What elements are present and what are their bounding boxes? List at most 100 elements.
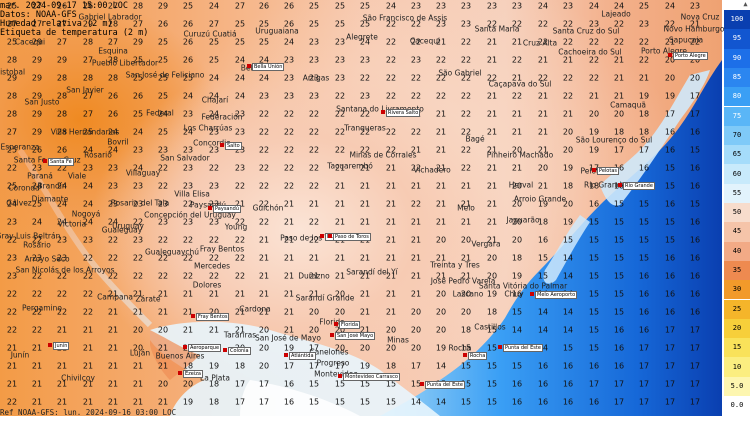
station-marker[interactable]	[381, 110, 385, 114]
city-label: Young	[224, 222, 248, 232]
colorbar-step: 55	[724, 183, 750, 203]
station-marker[interactable]	[330, 333, 334, 337]
city-label: Diamante	[31, 194, 69, 204]
station-label[interactable]: San José Mayo	[335, 332, 376, 340]
humidity-overlay	[17, 60, 722, 416]
station-marker[interactable]	[338, 374, 342, 378]
station-marker[interactable]	[498, 345, 502, 349]
temperature-label: 24	[588, 1, 600, 11]
temperature-label: 20	[486, 271, 498, 281]
city-label: São Francisco de Assis	[362, 13, 448, 23]
station-marker[interactable]	[420, 382, 424, 386]
station-label[interactable]: Rivera Salto	[386, 109, 421, 117]
station-label[interactable]: Porto Alegre	[673, 52, 708, 60]
temperature-label: 21	[664, 37, 676, 47]
city-label: Zárate	[135, 294, 161, 304]
temperature-label: 14	[410, 397, 422, 407]
temperature-label: 24	[107, 145, 119, 155]
station-label[interactable]: Pelotas	[597, 167, 619, 175]
city-label: Rosario del Tala	[110, 198, 170, 208]
station-label[interactable]: Rocha	[468, 352, 488, 360]
temperature-label: 21	[486, 163, 498, 173]
station-label[interactable]: Ezeiza	[183, 370, 203, 378]
station-marker[interactable]	[43, 159, 47, 163]
temperature-label: 23	[334, 73, 346, 83]
temperature-label: 21	[283, 271, 295, 281]
humidity-map[interactable]	[0, 0, 722, 416]
temperature-label: 17	[258, 379, 270, 389]
temperature-label: 20	[132, 325, 144, 335]
temperature-label: 19	[537, 199, 549, 209]
station-marker[interactable]	[530, 292, 534, 296]
temperature-label: 22	[334, 91, 346, 101]
city-label: San Justo	[24, 97, 60, 107]
city-label: San Salvador	[160, 153, 210, 163]
temperature-label: 14	[562, 307, 574, 317]
temperature-label: 25	[359, 1, 371, 11]
station-marker[interactable]	[592, 168, 596, 172]
station-marker[interactable]	[668, 53, 672, 57]
station-label[interactable]: Paysandú	[213, 205, 241, 213]
station-marker[interactable]	[191, 314, 195, 318]
station-marker[interactable]	[463, 353, 467, 357]
station-marker[interactable]	[334, 322, 338, 326]
station-marker[interactable]	[178, 371, 182, 375]
temperature-label: 25	[82, 127, 94, 137]
station-label[interactable]: Junín	[53, 342, 70, 350]
station-label[interactable]: Florida	[339, 321, 361, 329]
station-label[interactable]: Bella Unión	[252, 63, 285, 71]
temperature-label: 21	[638, 73, 650, 83]
temperature-label: 16	[638, 325, 650, 335]
station-marker[interactable]	[284, 353, 288, 357]
station-label[interactable]: Atlántida	[289, 352, 316, 360]
station-marker[interactable]	[320, 234, 324, 238]
station-marker[interactable]	[223, 348, 227, 352]
temperature-label: 23	[182, 181, 194, 191]
temperature-label: 24	[385, 1, 397, 11]
temperature-label: 24	[82, 181, 94, 191]
temperature-label: 22	[56, 163, 68, 173]
city-label: Pueblo Libertador	[91, 58, 159, 68]
station-marker[interactable]	[328, 234, 332, 238]
station-label[interactable]: Montevideo Carrasco	[343, 373, 400, 381]
temperature-label: 26	[107, 91, 119, 101]
station-label[interactable]: Aeroparque	[188, 344, 222, 352]
station-label[interactable]: Santa Fé	[48, 158, 74, 166]
station-marker[interactable]	[220, 143, 224, 147]
station-label[interactable]: Salto	[225, 142, 242, 150]
temperature-label: 16	[638, 163, 650, 173]
temperature-label: 23	[435, 19, 447, 29]
temperature-label: 15	[613, 235, 625, 245]
temperature-label: 20	[157, 379, 169, 389]
temperature-label: 23	[234, 127, 246, 137]
station-marker[interactable]	[247, 64, 251, 68]
scroll-up-icon[interactable]: ▲	[743, 0, 748, 8]
station-label[interactable]: Punta del Este	[425, 381, 465, 389]
station-label[interactable]: Punta del Este	[503, 344, 543, 352]
station-label[interactable]: Fray Bentos	[196, 313, 230, 321]
city-label: Luján	[129, 348, 151, 358]
station-marker[interactable]	[618, 183, 622, 187]
station-label[interactable]: Melo Aeroporto	[535, 291, 578, 299]
station-label[interactable]: Paso de Toros	[333, 233, 371, 241]
temperature-label: 23	[82, 235, 94, 245]
temperature-label: 22	[562, 91, 574, 101]
temperature-label: 21	[56, 325, 68, 335]
temperature-label: 16	[664, 253, 676, 263]
station-marker[interactable]	[208, 206, 212, 210]
temperature-label: 27	[107, 37, 119, 47]
temperature-label: 21	[410, 145, 422, 155]
station-label[interactable]: Colonia	[228, 347, 251, 355]
temperature-label: 21	[359, 181, 371, 191]
station-marker[interactable]	[48, 343, 52, 347]
temperature-label: 21	[435, 163, 447, 173]
temperature-label: 15	[613, 217, 625, 227]
model-reference: Ref NOAA-GFS: lun. 2024-09-16 03:00 LOC	[0, 408, 177, 417]
station-marker[interactable]	[183, 345, 187, 349]
station-label[interactable]: Rio Grande	[623, 182, 655, 190]
humidity-colorbar: 100 95 90 85 80 75 70 65 60 55 50 45 40 35 30 25 20 15 10 5…	[724, 0, 750, 416]
temperature-label: 16	[613, 163, 625, 173]
temperature-label: 21	[359, 199, 371, 209]
city-label: Fray Bentos	[199, 244, 245, 254]
temperature-label: 21	[107, 343, 119, 353]
